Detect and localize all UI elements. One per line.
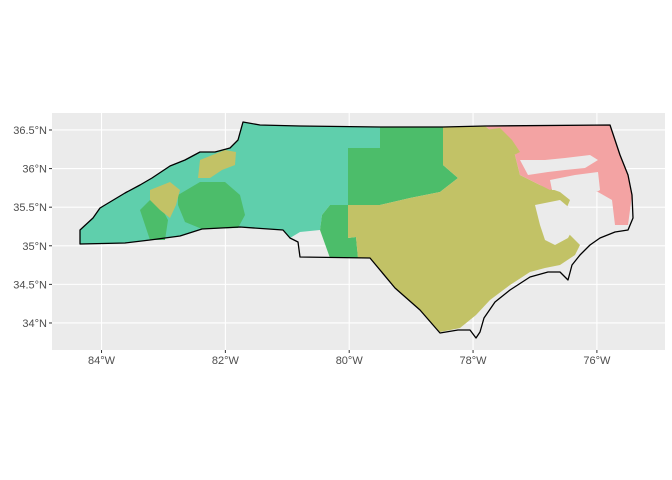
region-olive-west [150,182,180,218]
region-green-central [348,127,458,205]
x-tick-label: 80°W [336,355,364,367]
region-green-mountain-east [178,182,245,229]
y-tick-label: 36.5°N [13,125,47,137]
water-sound-south [550,172,600,196]
water-sound-pamlico [535,200,575,245]
state-outline [79,121,634,339]
region-pink-northeast [485,125,632,225]
x-tick-label: 82°W [212,355,240,367]
y-tick-label: 35.5°N [13,202,47,214]
x-tick-label: 76°W [583,355,611,367]
water-sound-north [520,155,598,175]
region-green-south-central [320,205,358,258]
y-tick-label: 36°N [22,164,47,176]
map-regions [80,122,632,332]
y-tick-label: 35°N [22,241,47,253]
y-tick-label: 34°N [22,318,47,330]
y-tick-label: 34.5°N [13,279,47,291]
x-tick-label: 78°W [460,355,488,367]
region-olive-northeast-patch [485,128,520,158]
x-tick-label: 84°W [88,355,116,367]
region-olive-east [348,126,580,332]
region-olive-northwest [198,150,236,178]
axis-tick-labels: 84°W 82°W 80°W 78°W 76°W 34°N 34.5°N 35°N 35.5°N… [13,125,611,367]
